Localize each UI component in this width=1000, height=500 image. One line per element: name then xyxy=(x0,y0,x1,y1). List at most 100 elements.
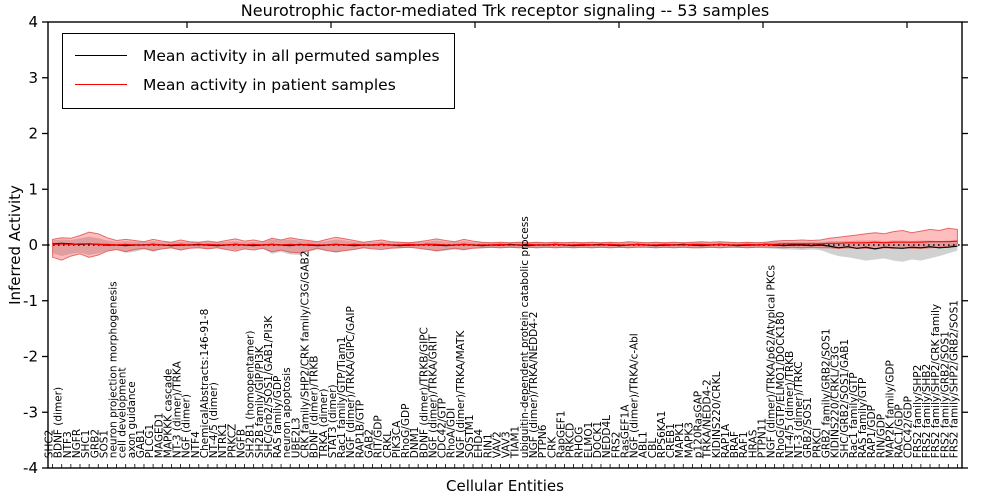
x-tick-label: PLCG1 xyxy=(144,424,156,458)
x-tick-label: SHC1 xyxy=(80,430,92,459)
x-tick-label: NGF (dimer)/TRKA/GRIT xyxy=(427,334,439,458)
x-tick-label: FRS2 family/SHP2 xyxy=(912,365,924,459)
mean-lines xyxy=(52,240,958,250)
x-tick-label: RAS family/GDP xyxy=(272,376,284,459)
x-tick-label: MAPK3 xyxy=(683,422,695,458)
x-tick-label: BRAF xyxy=(729,431,741,458)
x-tick-label: NTF4 xyxy=(190,431,202,458)
x-tick-label: STAT3 (dimer) xyxy=(327,384,339,458)
x-tick-label: Rac1 family/GTP/Tiam1 xyxy=(336,337,348,459)
x-tick-label: ubiquitin-dependent protein catabolic pr… xyxy=(519,216,531,458)
x-tick-label: RAF1 xyxy=(738,431,750,458)
top-axis-ticks xyxy=(186,22,908,28)
legend-label-patient: Mean activity in patient samples xyxy=(143,75,396,94)
x-tick-label: NGF (dimer) xyxy=(181,394,193,458)
x-tick-label: ChemicalAbstracts:146-91-8 xyxy=(199,309,211,458)
x-tick-label: CRKL xyxy=(382,431,394,459)
y-tick-label: -4 xyxy=(23,459,38,477)
x-tick-label: RasGEF1A xyxy=(619,404,631,458)
x-tick-label: NGF (dimer)/TRKA/p62/Atypical PKCs xyxy=(766,265,778,458)
x-tick-label: BDNF (dimer)/TRKB/GIPC xyxy=(418,327,430,458)
x-tick-label: SOS1 xyxy=(98,430,110,458)
x-tick-label: CBL xyxy=(647,438,659,459)
x-tick-label: SHC2 xyxy=(44,430,56,459)
x-tick-label: PTPN11 xyxy=(756,418,768,458)
y-tick-label: 1 xyxy=(28,180,38,198)
x-tick-label: GAB2 xyxy=(363,429,375,458)
x-tick-label: NGF (dimer)/TRKA/MATK xyxy=(455,330,467,459)
x-tick-label: CREB1 xyxy=(665,423,677,458)
x-tick-label: VAV3 xyxy=(501,431,513,458)
x-tick-label: RPS6KA1 xyxy=(656,411,668,459)
x-tick-label: FRS2 family/SHP2/GRB2/SOS1 xyxy=(948,300,960,458)
x-tick-label: NEDD4L xyxy=(601,415,613,458)
x-tick-label: axon guidance xyxy=(126,381,138,458)
x-tick-label: GRB2 family/GRB2/SOS1 xyxy=(820,328,832,458)
x-axis-ticks xyxy=(52,464,958,468)
x-tick-label: neuron projection morphogenesis xyxy=(108,281,120,458)
x-tick-label: NTRK1 xyxy=(217,423,229,458)
x-tick-label: EHD4 xyxy=(473,429,485,459)
x-tick-label: SHC/Grb2/SOS1/GAB1/PI3K xyxy=(263,315,275,458)
x-tick-label: CRK family/SHP2/CRK family/C3G/GAB2 xyxy=(299,251,311,459)
legend: Mean activity in all permuted samples Me… xyxy=(62,33,455,109)
x-tick-label: NGFB xyxy=(236,429,248,458)
y-tick-label: 0 xyxy=(28,236,38,254)
y-tick-label: -1 xyxy=(23,292,38,310)
x-tick-label: MAPK1 xyxy=(674,422,686,458)
x-tick-label: NTF3 xyxy=(62,431,74,458)
x-tick-label: SH2B family/GIP/PI3K xyxy=(254,345,266,458)
x-tick-label: FRS2 family/SHP2/CRK family xyxy=(930,304,942,458)
x-tick-label: NGF (dimer)/TRKA/c-Abl xyxy=(629,333,641,458)
x-tick-label: PTPN6 xyxy=(537,424,549,458)
x-tick-label: PIK3CA xyxy=(391,420,403,458)
x-tick-label: RhoG/GDP xyxy=(400,404,412,459)
x-tick-label: p120RasGAP xyxy=(693,391,705,458)
x-tick-label: NGF (dimer)/TRKA/GIPC/GAIP xyxy=(345,306,357,458)
x-tick-label: GRB2/SOS1 xyxy=(802,397,814,458)
x-tick-label: CDC42/GTP xyxy=(437,398,449,458)
x-tick-label: neuron apoptosis xyxy=(281,367,293,458)
x-tick-label: RHOG xyxy=(574,427,586,459)
x-tick-label: TIAM1 xyxy=(510,426,522,459)
x-tick-label: CDC42/GDP xyxy=(903,396,915,458)
x-tick-label: Rac1 family/GTP xyxy=(848,372,860,458)
x-tick-label: NT-3 (dimer)/TRKA xyxy=(172,360,184,458)
x-tick-label: KIDINS220/CRKL xyxy=(711,371,723,458)
x-tick-label: RhoG/GTP/ELMO1/DOCK180 xyxy=(775,311,787,458)
x-tick-label: RIN/GDP xyxy=(875,414,887,458)
x-tick-label: TRKA (dimer) xyxy=(318,388,330,459)
x-tick-label: NT-4/5 (dimer)/TRKB xyxy=(784,351,796,458)
x-tick-label: KIDINS220/CRKL/C3G xyxy=(830,346,842,458)
x-tick-label: NGFR xyxy=(71,429,83,458)
x-axis-label: Cellular Entities xyxy=(446,477,564,495)
legend-item-patient: Mean activity in patient samples xyxy=(75,70,440,99)
x-tick-label: SH2B1 (homopentamer) xyxy=(245,330,257,458)
x-tick-label: RapGEF1 xyxy=(555,411,567,459)
x-tick-label: RAS family/GTP xyxy=(857,378,869,459)
y-axis-ticks: 4 3 2 1 0 -1 -2 -3 -4 xyxy=(23,13,968,477)
legend-item-permuted: Mean activity in all permuted samples xyxy=(75,41,440,70)
x-tick-label: PRKCD xyxy=(565,423,577,458)
y-tick-label: 3 xyxy=(28,69,38,87)
x-tick-label: RAP1/GDP xyxy=(866,405,878,458)
x-tick-label: NGF (dimer)/TRKA/NEDD4-2 xyxy=(528,312,540,459)
x-tick-label: MAGED1 xyxy=(153,413,165,459)
y-tick-label: -3 xyxy=(23,403,38,421)
x-tick-label: RIT/GDP xyxy=(373,415,385,458)
x-tick-label: MAPKKK cascade xyxy=(162,369,174,459)
x-tick-label: CRK xyxy=(546,436,558,459)
x-tick-label: MAP2K family/GDP xyxy=(884,360,896,458)
legend-label-permuted: Mean activity in all permuted samples xyxy=(143,46,440,65)
x-tick-label: ELMO1 xyxy=(583,422,595,459)
y-tick-label: 2 xyxy=(28,125,38,143)
x-tick-label: VAV2 xyxy=(491,431,503,458)
x-tick-label: PRKCI xyxy=(811,428,823,458)
x-tick-label: FRS2 family/GRB2/SOS1 xyxy=(939,331,951,458)
x-tick-label: SQSTM1 xyxy=(464,414,476,458)
x-tick-label: BDNF (dimer) xyxy=(53,387,65,458)
y-tick-label: 4 xyxy=(28,13,38,31)
